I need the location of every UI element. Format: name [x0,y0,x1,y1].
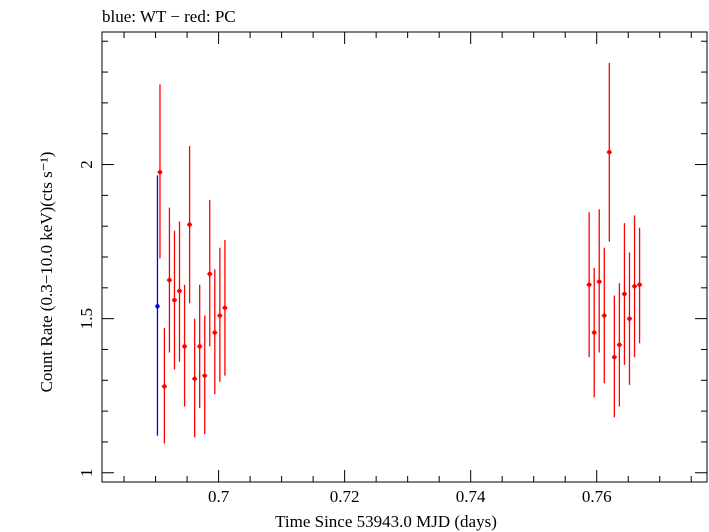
x-axis-label: Time Since 53943.0 MJD (days) [275,512,497,531]
x-tick-label: 0.76 [582,487,612,506]
pc-data-point [187,146,193,304]
y-tick-label: 1.5 [77,308,96,329]
pc-data-point [161,327,167,444]
x-tick-label: 0.7 [208,487,230,506]
pc-marker [627,316,632,321]
pc-data-point [182,284,188,407]
x-tick-label: 0.72 [330,487,360,506]
pc-marker [157,170,163,175]
pc-marker [586,282,592,287]
pc-data-point [222,240,228,376]
pc-data-point [176,221,183,362]
pc-data-point [171,230,177,370]
pc-marker [197,344,202,349]
wt-data-point [155,175,160,436]
pc-data-point [616,283,622,407]
pc-marker [167,277,172,283]
pc-marker [591,330,597,335]
pc-marker [222,305,228,311]
wt-marker [155,304,160,309]
pc-data-point [632,215,638,358]
y-axis-label: Count Rate (0.3−10.0 keV)(cts s⁻¹) [37,152,56,393]
pc-marker [217,313,223,318]
axis-ticks: 0.7 0.72 0.74 0.76 1 1.5 2 [77,32,707,506]
pc-data-point [611,295,617,418]
pc-marker [212,330,218,335]
pc-data-point [157,84,163,259]
pc-data-point [591,267,597,398]
chart-title: blue: WT − red: PC [102,7,236,26]
pc-marker [622,291,627,297]
data-marks [155,62,643,444]
pc-marker [207,271,212,277]
pc-marker [192,376,197,381]
pc-data-point [166,207,172,353]
pc-data-point [637,227,643,344]
pc-marker [617,342,622,348]
pc-data-point [207,199,213,347]
pc-marker [602,313,607,318]
pc-marker [187,222,192,227]
pc-data-point [621,223,627,365]
pc-data-point [596,209,602,353]
pc-marker [597,279,602,284]
pc-marker [162,384,167,389]
pc-data-point [202,315,208,435]
pc-data-point [626,252,633,385]
pc-marker [182,344,187,349]
plot-frame [101,31,708,483]
pc-data-point [601,247,607,384]
pc-data-point [212,269,218,395]
pc-data-point [606,62,612,242]
pc-data-point [217,247,223,382]
pc-data-point [197,284,203,409]
pc-marker [637,282,642,287]
pc-marker [202,373,207,378]
y-tick-label: 1 [77,469,96,478]
x-tick-label: 0.74 [456,487,486,506]
y-tick-label: 2 [77,160,96,169]
pc-marker [172,297,177,303]
pc-marker [632,284,637,289]
pc-marker [612,354,617,360]
pc-data-point [192,318,198,438]
pc-marker [177,288,182,294]
pc-data-point [586,212,592,358]
pc-marker [607,150,612,155]
